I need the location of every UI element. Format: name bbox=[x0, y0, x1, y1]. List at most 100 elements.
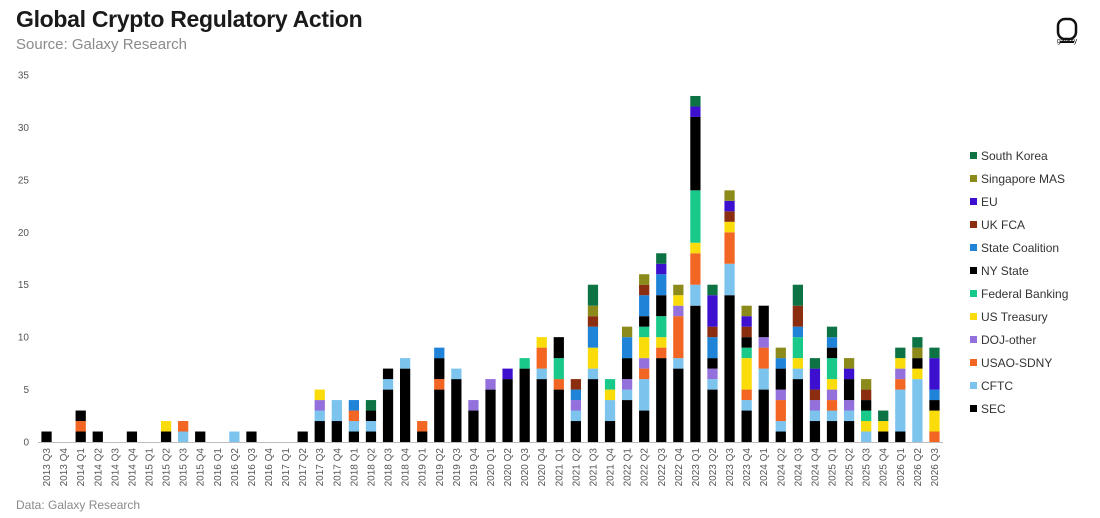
bar-segment-south-korea bbox=[707, 284, 718, 296]
x-tick-label: 2017 Q3 bbox=[315, 448, 326, 487]
bar-segment-cftc bbox=[587, 368, 599, 380]
bar-segment-sec bbox=[434, 389, 445, 442]
bar-segment-ny-state bbox=[741, 337, 752, 348]
bar-segment-us-treasury bbox=[826, 379, 838, 390]
x-tick-label: 2014 Q3 bbox=[110, 448, 121, 487]
x-tick-label: 2020 Q1 bbox=[486, 448, 497, 487]
legend-item: Singapore MAS bbox=[970, 167, 1068, 190]
y-tick-label: 0 bbox=[23, 438, 29, 449]
bar-segment-usao-sdny bbox=[656, 347, 667, 359]
bar-segment-sec bbox=[365, 431, 377, 442]
legend: South Korea Singapore MAS EU UK FCA State Co… bbox=[970, 144, 1068, 420]
x-tick-label: 2017 Q1 bbox=[281, 448, 292, 487]
bar-segment-sec bbox=[621, 400, 633, 442]
chart-title: Global Crypto Regulatory Action bbox=[16, 6, 363, 32]
bar-segment-us-treasury bbox=[536, 337, 547, 348]
bar-segment-doj-other bbox=[809, 400, 821, 411]
bar-segment-cftc bbox=[826, 410, 838, 422]
bar-segment-sec bbox=[587, 379, 599, 442]
legend-swatch bbox=[970, 359, 977, 366]
bar-segment-doj-other bbox=[314, 400, 325, 411]
bar-segment-ny-state bbox=[826, 347, 838, 359]
x-tick-label: 2019 Q2 bbox=[435, 448, 446, 487]
bar-segment-sec bbox=[195, 431, 206, 442]
bar-segment-state-coalition bbox=[775, 358, 786, 369]
bar-segment-state-coalition bbox=[929, 389, 940, 401]
bar-segment-federal-banking bbox=[826, 358, 838, 380]
bar-segment-cftc bbox=[570, 410, 581, 422]
x-tick-label: 2020 Q3 bbox=[520, 448, 531, 487]
bar-segment-usao-sdny bbox=[178, 421, 189, 432]
bar-segment-doj-other bbox=[570, 400, 581, 411]
legend-swatch bbox=[970, 267, 977, 274]
bar-segment-sec bbox=[297, 431, 308, 442]
x-tick-label: 2023 Q4 bbox=[742, 448, 753, 487]
bar-segment-usao-sdny bbox=[826, 400, 838, 411]
legend-label: US Treasury bbox=[981, 309, 1048, 324]
galaxy-logo-icon bbox=[1056, 17, 1078, 43]
bar-segment-cftc bbox=[348, 421, 360, 432]
bar-segment-usao-sdny bbox=[724, 232, 735, 264]
bar-segment-federal-banking bbox=[792, 337, 803, 359]
legend-item: South Korea bbox=[970, 144, 1068, 167]
bar-segment-sec bbox=[656, 358, 667, 442]
bar-segment-us-treasury bbox=[895, 358, 906, 369]
bar-segment-cftc bbox=[809, 410, 821, 422]
bar-segment-cftc bbox=[382, 379, 394, 390]
x-tick-label: 2018 Q2 bbox=[366, 448, 377, 487]
y-tick-label: 10 bbox=[18, 333, 30, 344]
bar-segment-cftc bbox=[775, 421, 786, 432]
legend-swatch bbox=[970, 290, 977, 297]
bar-segment-south-korea bbox=[792, 284, 803, 306]
x-tick-label: 2015 Q4 bbox=[196, 448, 207, 487]
bar-segment-ny-state bbox=[553, 337, 564, 359]
bar-segment-ny-state bbox=[912, 358, 923, 369]
bar-segment-uk-fca bbox=[724, 211, 735, 222]
bar-segment-state-coalition bbox=[639, 295, 650, 317]
bar-segment-us-treasury bbox=[792, 358, 803, 369]
bar-segment-us-treasury bbox=[673, 295, 684, 306]
legend-swatch bbox=[970, 175, 977, 182]
bar-segment-uk-fca bbox=[570, 379, 581, 390]
bar-segment-sec bbox=[553, 389, 564, 442]
x-tick-label: 2022 Q1 bbox=[623, 448, 634, 487]
bar-segment-singapore-mas bbox=[673, 284, 684, 296]
bar-segment-ny-state bbox=[690, 116, 701, 191]
legend-swatch bbox=[970, 152, 977, 159]
bar-segment-sec bbox=[604, 421, 616, 442]
legend-item: EU bbox=[970, 190, 1068, 213]
bar-segment-sec bbox=[331, 421, 342, 442]
bar-segment-sec bbox=[673, 368, 684, 442]
bar-segment-us-treasury bbox=[690, 242, 701, 254]
bar-segment-state-coalition bbox=[570, 389, 581, 401]
bar-segment-us-treasury bbox=[929, 410, 940, 432]
legend-swatch bbox=[970, 405, 977, 412]
x-tick-label: 2022 Q2 bbox=[640, 448, 651, 487]
y-tick-label: 35 bbox=[18, 71, 30, 82]
legend-item: State Coalition bbox=[970, 236, 1068, 259]
x-tick-label: 2016 Q3 bbox=[247, 448, 258, 487]
bar-segment-uk-fca bbox=[861, 389, 872, 401]
bar-segment-state-coalition bbox=[587, 326, 599, 348]
bar-segment-cftc bbox=[604, 400, 616, 422]
bar-segment-doj-other bbox=[826, 389, 838, 401]
legend-label: Federal Banking bbox=[981, 286, 1069, 301]
bar-segment-ny-state bbox=[861, 400, 872, 411]
bar-segment-sec bbox=[536, 379, 547, 442]
bar-segment-us-treasury bbox=[160, 421, 172, 432]
legend-item: USAO-SDNY bbox=[970, 351, 1068, 374]
x-tick-label: 2013 Q3 bbox=[42, 448, 53, 487]
x-tick-label: 2016 Q2 bbox=[230, 448, 241, 487]
bar-segment-cftc bbox=[758, 368, 769, 390]
bar-segment-usao-sdny bbox=[929, 431, 940, 442]
bar-segment-sec bbox=[707, 389, 718, 442]
bar-segment-ny-state bbox=[75, 410, 86, 422]
bar-segment-cftc bbox=[639, 379, 650, 411]
chart-subtitle: Source: Galaxy Research bbox=[16, 36, 187, 53]
bar-segment-sec bbox=[468, 410, 479, 442]
x-tick-label: 2017 Q4 bbox=[332, 448, 343, 487]
bar-segment-doj-other bbox=[707, 368, 718, 380]
bar-segment-cftc bbox=[895, 389, 906, 432]
bar-segment-state-coalition bbox=[434, 347, 445, 359]
